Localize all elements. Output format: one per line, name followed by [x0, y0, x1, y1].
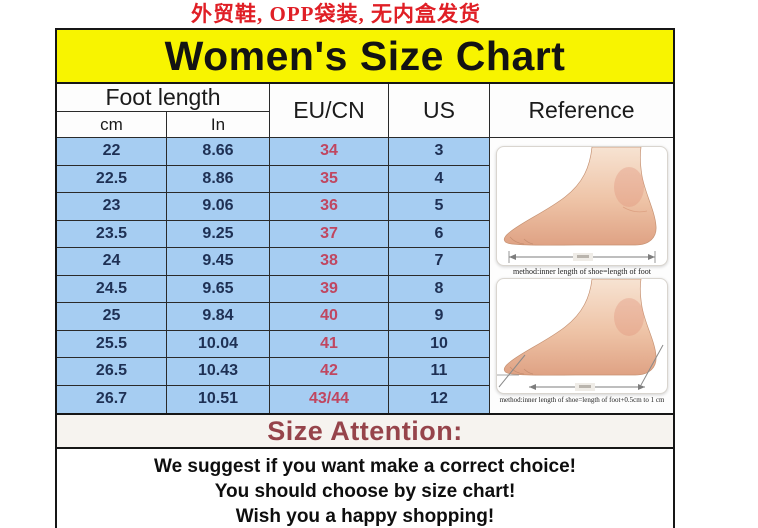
size-chart-sheet: Women's Size Chart Foot length cm In EU/…	[55, 28, 675, 528]
top-note: 外贸鞋, OPP袋装, 无内盒发货	[191, 2, 481, 26]
header-us: US	[389, 84, 490, 138]
cell-cm: 25	[57, 303, 167, 331]
cell-in: 8.86	[167, 165, 270, 193]
cell-cm: 23.5	[57, 220, 167, 248]
banner: Women's Size Chart	[55, 28, 675, 84]
banner-title: Women's Size Chart	[164, 32, 566, 79]
footer-line: Wish you a happy shopping!	[235, 506, 495, 527]
cell-us: 11	[389, 358, 490, 386]
cell-cm: 22.5	[57, 165, 167, 193]
cell-cm: 26.5	[57, 358, 167, 386]
cell-us: 3	[389, 138, 490, 166]
cell-in: 9.45	[167, 248, 270, 276]
cell-eu: 41	[270, 330, 389, 358]
cell-cm: 26.7	[57, 385, 167, 413]
size-table: Foot length cm In EU/CN US Reference 22 …	[55, 84, 675, 415]
cell-eu: 42	[270, 358, 389, 386]
header-foot-length: Foot length	[57, 84, 270, 112]
cell-eu: 40	[270, 303, 389, 331]
cell-eu: 39	[270, 275, 389, 303]
footer-line: You should choose by size chart!	[214, 481, 516, 502]
cell-eu: 38	[270, 248, 389, 276]
foot-figure-2	[495, 278, 668, 394]
cell-us: 10	[389, 330, 490, 358]
size-attention-band: Size Attention:	[55, 415, 675, 449]
cell-in: 10.04	[167, 330, 270, 358]
cell-in: 9.25	[167, 220, 270, 248]
foot-side-view-illustration	[503, 147, 656, 263]
footer-advice: We suggest if you want make a correct ch…	[55, 449, 675, 528]
cell-us: 5	[389, 193, 490, 221]
reference-cell: method:inner length of shoe=length of fo…	[490, 138, 673, 413]
cell-us: 12	[389, 385, 490, 413]
cell-us: 8	[389, 275, 490, 303]
attention-title: Size Attention:	[267, 415, 463, 446]
foot-figure-1	[495, 146, 668, 266]
cell-us: 4	[389, 165, 490, 193]
cell-in: 8.66	[167, 138, 270, 166]
cell-us: 6	[389, 220, 490, 248]
header-cm: cm	[57, 112, 167, 138]
cell-eu: 34	[270, 138, 389, 166]
toe-heel-pointer-lines	[496, 344, 663, 388]
cell-eu: 36	[270, 193, 389, 221]
header-eu-cn: EU/CN	[270, 84, 389, 138]
cell-eu: 43/44	[270, 385, 389, 413]
cell-cm: 24	[57, 248, 167, 276]
cell-cm: 23	[57, 193, 167, 221]
figure-caption: method:inner length of shoe=length of fo…	[512, 267, 652, 276]
cell-cm: 25.5	[57, 330, 167, 358]
cell-cm: 22	[57, 138, 167, 166]
foot-side-view-illustration	[496, 279, 663, 391]
cell-us: 7	[389, 248, 490, 276]
cell-in: 10.51	[167, 385, 270, 413]
cell-eu: 35	[270, 165, 389, 193]
header-reference: Reference	[490, 84, 673, 138]
header-in: In	[167, 112, 270, 138]
figure-caption: method:inner length of shoe=length of fo…	[499, 396, 665, 404]
cell-in: 9.65	[167, 275, 270, 303]
cell-in: 10.43	[167, 358, 270, 386]
cell-in: 9.06	[167, 193, 270, 221]
cell-cm: 24.5	[57, 275, 167, 303]
cell-us: 9	[389, 303, 490, 331]
cell-eu: 37	[270, 220, 389, 248]
footer-line: We suggest if you want make a correct ch…	[154, 456, 576, 477]
cell-in: 9.84	[167, 303, 270, 331]
